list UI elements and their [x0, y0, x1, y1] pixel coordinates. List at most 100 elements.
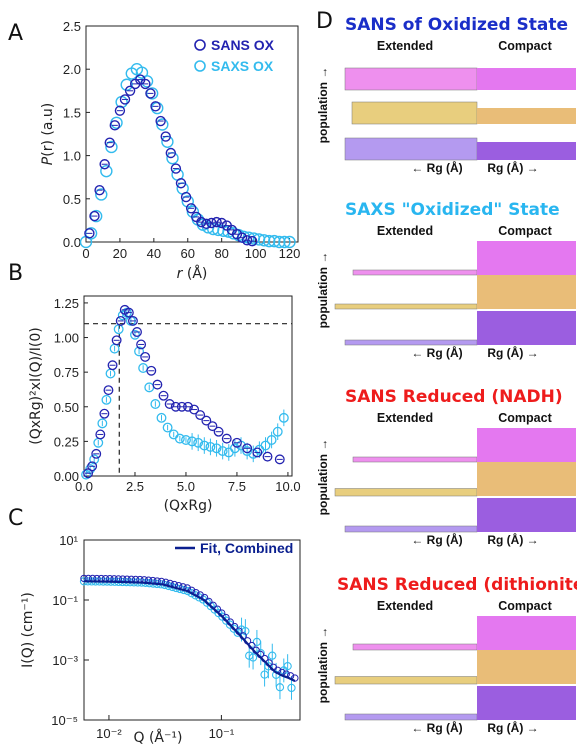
saxs-point-b [278, 412, 289, 423]
sans-point-b [140, 351, 151, 362]
bar-extended-2-1 [334, 488, 478, 497]
saxs-point-b [187, 436, 198, 447]
bar-compact-0-1 [477, 108, 576, 124]
legend-marker-sans-ox [194, 39, 206, 51]
saxs-point-b [217, 446, 228, 457]
rg-right-label-0: Rg (Å) → [487, 160, 538, 175]
sans-point-a [119, 94, 131, 105]
sans-point-b [252, 447, 263, 458]
saxs-point-b [242, 446, 253, 457]
y-tick-label-b: 1.00 [54, 331, 79, 346]
y-tick-label-b: 0.50 [54, 400, 79, 415]
saxs-point-a [278, 235, 291, 249]
bar-extended-2-2 [344, 525, 478, 533]
sans-point-b [183, 401, 193, 412]
sans-point-a [84, 228, 95, 239]
legend-marker-saxs-ox [194, 60, 206, 72]
x-tick-label-a: 60 [181, 246, 195, 261]
saxs-point-a [105, 140, 118, 154]
saxs-point-a [110, 116, 123, 129]
saxs-point-b [205, 441, 216, 452]
axes-frame-a [85, 25, 299, 243]
bar-compact-0-2 [477, 142, 576, 160]
x-axis-label-c: Q (Å⁻¹) [134, 729, 183, 746]
rg-left-label-0: ← Rg (Å) [411, 160, 462, 175]
compact-header-2: Compact [498, 411, 552, 425]
saxs-point-b [272, 426, 283, 437]
y-tick-label-b: 0.75 [54, 365, 79, 380]
rg-right-label-2: Rg (Å) → [487, 532, 538, 547]
sans-point-a [170, 163, 182, 174]
bar-extended-3-0 [352, 643, 478, 651]
bar-compact-0-0 [477, 68, 576, 90]
sans-point-a [196, 216, 207, 228]
y-tick-label-c: 10⁻⁵ [51, 713, 78, 728]
saxs-point-a [95, 188, 108, 201]
sans-point-b [201, 415, 212, 426]
y-tick-label-a: 0.0 [63, 235, 81, 250]
legend-label-fit: Fit, Combined [200, 540, 293, 556]
sans-point-a [124, 85, 136, 97]
sans-point-a [99, 159, 110, 170]
saxs-point-a [120, 78, 133, 91]
section-title-0: SANS of Oxidized State [345, 15, 568, 35]
sans-point-a [216, 217, 227, 229]
bar-extended-0-1 [351, 101, 478, 125]
sans-point-b [164, 399, 175, 409]
saxs-point-b [134, 346, 145, 357]
sans-point-b [274, 454, 285, 465]
sans-point-b [95, 429, 106, 440]
x-tick-label-a: 0 [82, 246, 89, 261]
bar-extended-3-2 [344, 713, 478, 721]
bar-extended-1-2 [344, 339, 478, 346]
sans-point-a [145, 88, 156, 99]
sans-point-b [262, 451, 273, 462]
sans-point-a [160, 131, 171, 142]
sans-point-b [136, 339, 147, 350]
sans-point-a [211, 216, 222, 228]
chart-a: 0 20 40 60 80 100 120 0.0 0.5 1.0 1.5 2.0 2.5 SANS OX… [40, 19, 300, 282]
bar-extended-0-2 [344, 137, 478, 161]
bar-extended-0-0 [344, 67, 478, 91]
saxs-point-a [283, 235, 296, 249]
saxs-point-a [100, 164, 113, 178]
sans-point-b [231, 437, 242, 448]
population-label-2: population → [316, 439, 330, 516]
saxs-point-b [181, 435, 191, 445]
sans-point-b [152, 379, 163, 390]
sans-point-b [132, 327, 142, 337]
section-title-1: SAXS "Oxidized" State [345, 200, 560, 220]
sans-point-b [207, 421, 218, 432]
saxs-point-b [130, 329, 140, 340]
saxs-point-a [181, 195, 194, 208]
bar-compact-1-0 [477, 241, 576, 275]
x-tick-label-a: 120 [279, 246, 301, 261]
sans-point-b [123, 307, 134, 318]
section-title-2: SANS Reduced (NADH) [345, 387, 563, 407]
sans-point-b [103, 385, 114, 396]
sans-point-b [213, 426, 224, 437]
sans-point-a [109, 120, 121, 131]
saxs-point-b [150, 399, 161, 409]
sans-point-a [94, 184, 105, 196]
saxs-point-b [162, 422, 173, 433]
bar-compact-1-2 [477, 311, 576, 345]
saxs-point-b [211, 443, 222, 454]
x-tick-label-b: 2.5 [126, 479, 144, 494]
saxs-point-a [268, 234, 281, 248]
bar-extended-1-0 [352, 269, 478, 276]
saxs-point-a [140, 75, 154, 88]
rg-right-label-3: Rg (Å) → [487, 720, 538, 735]
bar-compact-2-1 [477, 462, 576, 496]
sans-point-b [158, 390, 169, 401]
sans-point-b [99, 408, 110, 419]
saxs-point-b [260, 440, 271, 451]
saxs-point-a [257, 234, 271, 247]
axes-frame-c [83, 539, 301, 721]
sans-point-b [195, 410, 206, 421]
compact-header-1: Compact [498, 224, 552, 238]
sans-point-c [291, 674, 299, 682]
saxs-point-a [166, 151, 179, 165]
sans-point-a [165, 147, 177, 159]
y-tick-label-a: 1.5 [63, 105, 81, 120]
